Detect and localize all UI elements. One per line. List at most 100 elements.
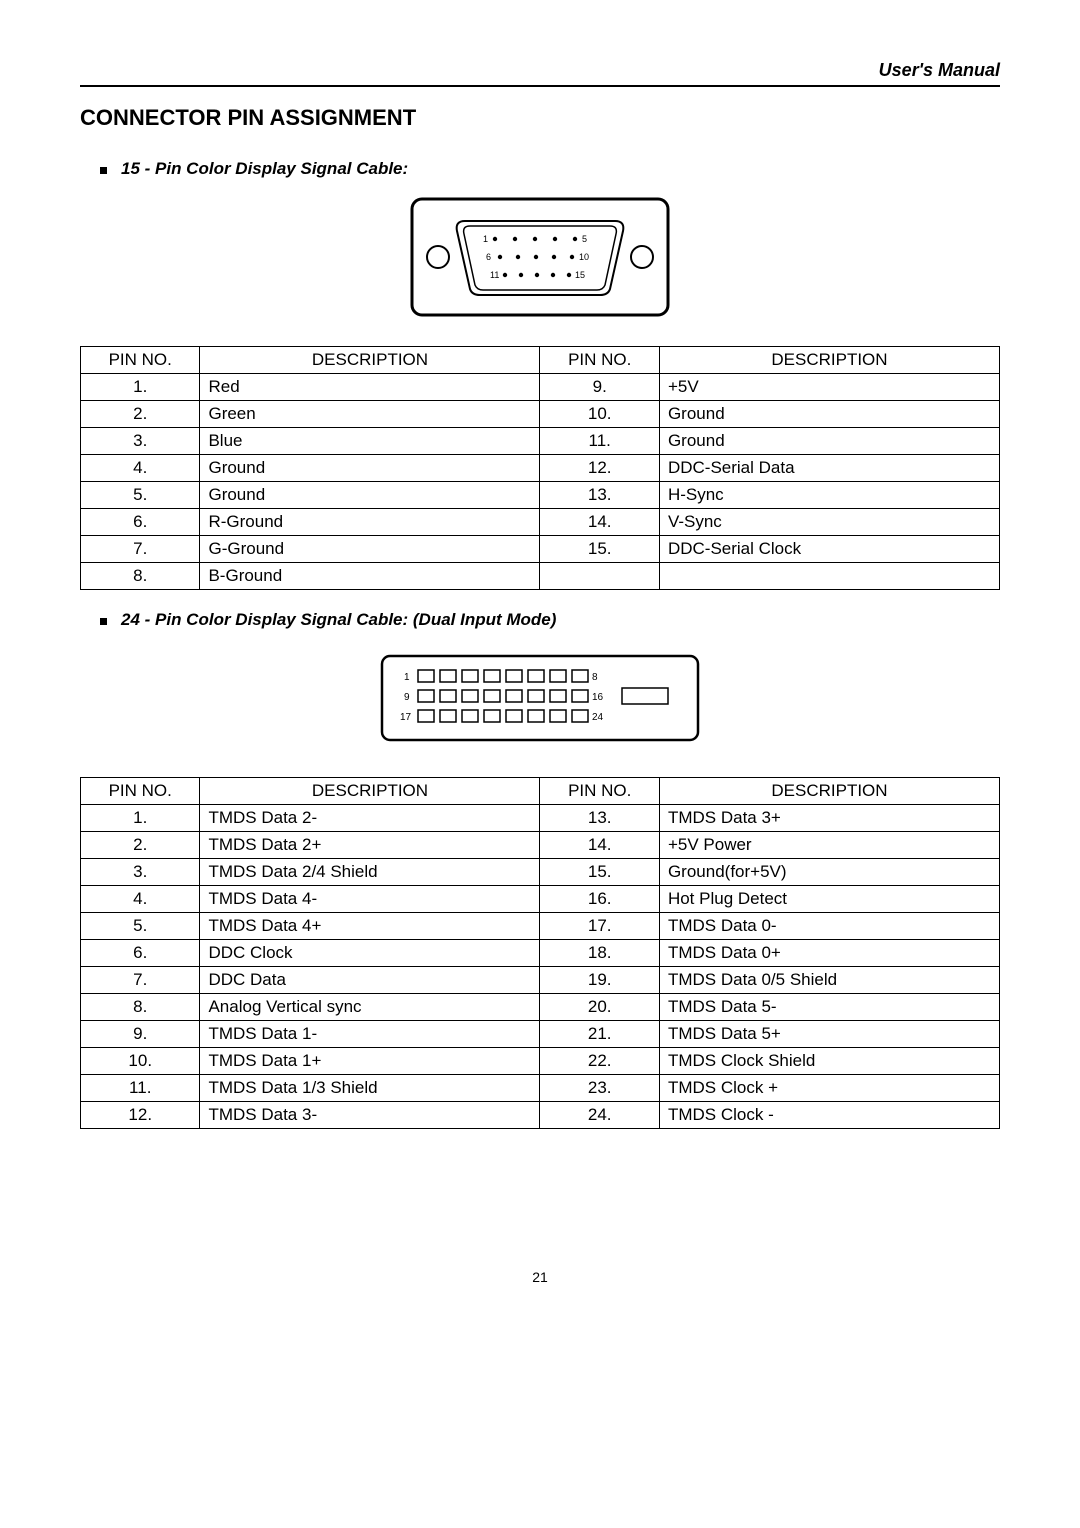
desc-cell: TMDS Data 0- [659, 913, 999, 940]
col-header: DESCRIPTION [659, 347, 999, 374]
desc-cell: TMDS Data 1- [200, 1021, 540, 1048]
desc-cell [659, 563, 999, 590]
desc-cell: TMDS Data 4- [200, 886, 540, 913]
pin-cell: 9. [540, 374, 659, 401]
page-number: 21 [80, 1269, 1000, 1285]
pin-cell: 15. [540, 536, 659, 563]
pin-cell: 13. [540, 805, 659, 832]
pin-cell: 4. [81, 886, 200, 913]
pin-cell: 24. [540, 1102, 659, 1129]
table-row: 2.TMDS Data 2+14.+5V Power [81, 832, 1000, 859]
pin-cell: 16. [540, 886, 659, 913]
desc-cell: TMDS Data 2+ [200, 832, 540, 859]
table-row: 4.Ground12.DDC-Serial Data [81, 455, 1000, 482]
desc-cell: TMDS Data 3+ [659, 805, 999, 832]
bullet-icon [100, 618, 107, 625]
pin-cell: 15. [540, 859, 659, 886]
desc-cell: DDC Data [200, 967, 540, 994]
dvi-pin-table: PIN NO.DESCRIPTIONPIN NO.DESCRIPTION 1.T… [80, 777, 1000, 1129]
pin-cell: 18. [540, 940, 659, 967]
table-row: 8.B-Ground [81, 563, 1000, 590]
svg-text:8: 8 [592, 672, 598, 683]
vga-label-5: 5 [582, 234, 587, 244]
desc-cell: DDC-Serial Clock [659, 536, 999, 563]
pin-cell: 13. [540, 482, 659, 509]
pin-cell: 10. [540, 401, 659, 428]
col-header: DESCRIPTION [200, 347, 540, 374]
pin-cell: 14. [540, 509, 659, 536]
svg-text:17: 17 [400, 712, 412, 723]
dvi-connector-diagram: 1 8 9 16 17 24 [80, 648, 1000, 753]
desc-cell: TMDS Data 5- [659, 994, 999, 1021]
top-rule [80, 85, 1000, 87]
pin-cell: 21. [540, 1021, 659, 1048]
pin-cell: 8. [81, 994, 200, 1021]
table-row: 1.Red9.+5V [81, 374, 1000, 401]
vga-label-1: 1 [483, 234, 488, 244]
table-row: 2.Green10.Ground [81, 401, 1000, 428]
table-row: 6.R-Ground14.V-Sync [81, 509, 1000, 536]
pin-cell: 7. [81, 967, 200, 994]
vga-label-11: 11 [490, 270, 499, 280]
desc-cell: TMDS Data 0+ [659, 940, 999, 967]
section1-heading: 15 - Pin Color Display Signal Cable: [121, 159, 408, 179]
col-header: DESCRIPTION [659, 778, 999, 805]
desc-cell: TMDS Clock Shield [659, 1048, 999, 1075]
pin-cell: 17. [540, 913, 659, 940]
svg-text:9: 9 [404, 692, 410, 703]
bullet-icon [100, 167, 107, 174]
vga-label-15: 15 [575, 270, 585, 280]
vga-connector-diagram: 1 5 6 10 11 15 [80, 197, 1000, 322]
desc-cell: G-Ground [200, 536, 540, 563]
desc-cell: H-Sync [659, 482, 999, 509]
desc-cell: Ground [659, 401, 999, 428]
pin-cell: 3. [81, 859, 200, 886]
desc-cell: TMDS Data 1+ [200, 1048, 540, 1075]
pin-cell: 4. [81, 455, 200, 482]
desc-cell: Ground [200, 482, 540, 509]
svg-text:16: 16 [592, 692, 604, 703]
desc-cell: TMDS Clock + [659, 1075, 999, 1102]
section2-heading: 24 - Pin Color Display Signal Cable: (Du… [121, 610, 556, 630]
dvi-pin-grid [418, 670, 668, 722]
pin-cell: 22. [540, 1048, 659, 1075]
pin-cell: 1. [81, 374, 200, 401]
table-row: 3.Blue11.Ground [81, 428, 1000, 455]
desc-cell: Ground [659, 428, 999, 455]
col-header: PIN NO. [540, 347, 659, 374]
col-header: DESCRIPTION [200, 778, 540, 805]
desc-cell: DDC Clock [200, 940, 540, 967]
pin-cell: 7. [81, 536, 200, 563]
desc-cell: Ground [200, 455, 540, 482]
desc-cell: Blue [200, 428, 540, 455]
pin-cell: 11. [540, 428, 659, 455]
desc-cell: R-Ground [200, 509, 540, 536]
table-row: 8.Analog Vertical sync20.TMDS Data 5- [81, 994, 1000, 1021]
desc-cell: DDC-Serial Data [659, 455, 999, 482]
desc-cell: V-Sync [659, 509, 999, 536]
table-row: 12.TMDS Data 3-24.TMDS Clock - [81, 1102, 1000, 1129]
table-row: 7.DDC Data19.TMDS Data 0/5 Shield [81, 967, 1000, 994]
table-row: 5.TMDS Data 4+17.TMDS Data 0- [81, 913, 1000, 940]
desc-cell: +5V [659, 374, 999, 401]
pin-cell: 9. [81, 1021, 200, 1048]
section2-heading-row: 24 - Pin Color Display Signal Cable: (Du… [100, 610, 1000, 630]
pin-cell: 11. [81, 1075, 200, 1102]
pin-cell: 2. [81, 832, 200, 859]
desc-cell: Hot Plug Detect [659, 886, 999, 913]
col-header: PIN NO. [81, 347, 200, 374]
desc-cell: +5V Power [659, 832, 999, 859]
table-row: 5.Ground13.H-Sync [81, 482, 1000, 509]
desc-cell: TMDS Data 3- [200, 1102, 540, 1129]
table-row: 9.TMDS Data 1-21.TMDS Data 5+ [81, 1021, 1000, 1048]
pin-cell: 6. [81, 940, 200, 967]
pin-cell: 12. [81, 1102, 200, 1129]
pin-cell: 12. [540, 455, 659, 482]
svg-text:1: 1 [404, 672, 410, 683]
vga-label-10: 10 [579, 252, 589, 262]
desc-cell: B-Ground [200, 563, 540, 590]
vga-pin-table: PIN NO.DESCRIPTIONPIN NO.DESCRIPTION 1.R… [80, 346, 1000, 590]
pin-cell: 14. [540, 832, 659, 859]
section1-heading-row: 15 - Pin Color Display Signal Cable: [100, 159, 1000, 179]
desc-cell: TMDS Clock - [659, 1102, 999, 1129]
